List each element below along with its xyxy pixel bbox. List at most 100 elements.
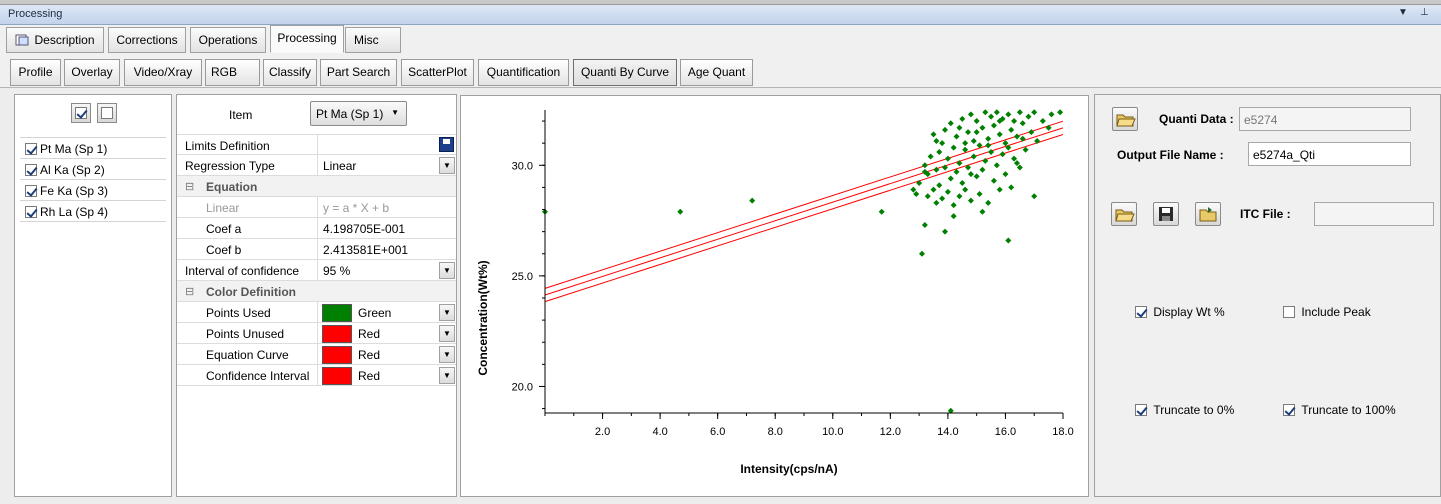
output-file-field[interactable]: e5274a_Qti <box>1248 142 1411 166</box>
classify-button[interactable]: Classify <box>263 59 317 86</box>
scatter-chart[interactable]: 2.0 4.0 6.0 8.0 10.0 12.0 14.0 16.0 18.0 20.0 25.0… <box>461 96 1088 496</box>
data-point <box>921 222 928 229</box>
data-point <box>956 124 963 131</box>
confidence-upper-line <box>544 120 1064 289</box>
list-item[interactable]: Al Ka (Sp 2) <box>20 159 166 180</box>
data-point <box>982 109 989 116</box>
include-peak-option[interactable]: Include Peak <box>1283 305 1371 319</box>
equation-group[interactable]: ⊟ Equation <box>177 176 456 197</box>
data-point <box>916 179 923 186</box>
equation-curve-row[interactable]: Equation Curve Red ▼ <box>177 344 456 365</box>
age-quant-button[interactable]: Age Quant <box>680 59 753 86</box>
collapse-icon[interactable]: ⊟ <box>185 181 195 193</box>
coef-b-row[interactable]: Coef b 2.413581E+001 <box>177 239 456 260</box>
color-swatch[interactable] <box>322 346 352 364</box>
chart-panel[interactable]: 2.0 4.0 6.0 8.0 10.0 12.0 14.0 16.0 18.0 20.0 25.0… <box>460 95 1089 497</box>
rgb-button[interactable]: RGB <box>205 59 260 86</box>
open-itc-button[interactable] <box>1111 202 1137 226</box>
tab-description[interactable]: Description <box>6 27 104 53</box>
chevron-down-icon[interactable]: ▼ <box>439 304 455 321</box>
scatterplot-button[interactable]: ScatterPlot <box>401 59 474 86</box>
data-point <box>1016 164 1023 171</box>
data-point <box>950 144 957 151</box>
item-select[interactable]: Pt Ma (Sp 1) ▼ <box>310 101 407 126</box>
data-point <box>999 151 1006 158</box>
interval-row[interactable]: Interval of confidence 95 % ▼ <box>177 260 456 281</box>
check-all-button[interactable] <box>71 103 91 123</box>
x-tick-label: 18.0 <box>1052 426 1073 438</box>
tab-processing[interactable]: Processing <box>270 25 344 53</box>
load-itc-button[interactable] <box>1195 202 1221 226</box>
quanti-by-curve-button[interactable]: Quanti By Curve <box>573 59 677 86</box>
regression-row[interactable]: Regression Type Linear ▼ <box>177 155 456 176</box>
data-point <box>979 124 986 131</box>
dropdown-icon[interactable]: ▼ <box>1398 7 1408 18</box>
data-point <box>967 111 974 118</box>
y-axis-label: Concentration(Wt%) <box>476 260 490 375</box>
chevron-down-icon[interactable]: ▼ <box>439 262 455 279</box>
truncate-0-checkbox[interactable] <box>1135 404 1147 416</box>
quanti-data-label: Quanti Data : <box>1159 112 1234 126</box>
chevron-down-icon[interactable]: ▼ <box>439 157 455 174</box>
x-tick-label: 4.0 <box>652 426 667 438</box>
save-itc-button[interactable] <box>1153 202 1179 226</box>
checked-icon <box>75 107 87 119</box>
chevron-down-icon[interactable]: ▼ <box>439 325 455 342</box>
profile-button[interactable]: Profile <box>10 59 61 86</box>
coef-a-row[interactable]: Coef a 4.198705E-001 <box>177 218 456 239</box>
y-tick-label: 30.0 <box>512 160 533 172</box>
tab-operations[interactable]: Operations <box>190 27 266 53</box>
color-swatch[interactable] <box>322 304 352 322</box>
element-checkbox[interactable] <box>25 206 37 218</box>
tab-corrections[interactable]: Corrections <box>108 27 186 53</box>
open-folder-button[interactable] <box>1112 107 1138 131</box>
data-point <box>1011 118 1018 125</box>
quanti-data-field[interactable]: e5274 <box>1239 107 1411 131</box>
x-tick-label: 8.0 <box>768 426 783 438</box>
confidence-interval-row[interactable]: Confidence Interval Red ▼ <box>177 365 456 386</box>
part-search-button[interactable]: Part Search <box>320 59 397 86</box>
color-swatch[interactable] <box>322 367 352 385</box>
x-tick-label: 16.0 <box>995 426 1016 438</box>
data-point <box>993 109 1000 116</box>
color-swatch[interactable] <box>322 325 352 343</box>
data-point <box>950 213 957 220</box>
element-checkbox[interactable] <box>25 143 37 155</box>
data-point <box>1019 135 1026 142</box>
eq-type-row: Linear y = a * X + b <box>177 197 456 218</box>
color-group[interactable]: ⊟ Color Definition <box>177 281 456 302</box>
data-point <box>749 197 756 204</box>
collapse-icon[interactable]: ⊟ <box>185 286 195 298</box>
points-unused-row[interactable]: Points Unused Red ▼ <box>177 323 456 344</box>
data-point <box>970 153 977 160</box>
list-item[interactable]: Rh La (Sp 4) <box>20 201 166 222</box>
data-point <box>979 208 986 215</box>
data-point <box>918 250 925 257</box>
truncate-0-option[interactable]: Truncate to 0% <box>1135 403 1234 417</box>
truncate-100-checkbox[interactable] <box>1283 404 1295 416</box>
save-icon[interactable] <box>439 137 454 152</box>
data-point <box>944 188 951 195</box>
x-tick-label: 12.0 <box>880 426 901 438</box>
list-item[interactable]: Pt Ma (Sp 1) <box>20 138 166 159</box>
display-wt-option[interactable]: Display Wt % <box>1135 305 1225 319</box>
chevron-down-icon[interactable]: ▼ <box>439 367 455 384</box>
points-used-row[interactable]: Points Used Green ▼ <box>177 302 456 323</box>
pin-icon[interactable]: ⊥ <box>1420 7 1429 18</box>
truncate-100-option[interactable]: Truncate to 100% <box>1283 403 1396 417</box>
list-item[interactable]: Fe Ka (Sp 3) <box>20 180 166 201</box>
overlay-button[interactable]: Overlay <box>64 59 120 86</box>
display-wt-checkbox[interactable] <box>1135 306 1147 318</box>
element-checkbox[interactable] <box>25 164 37 176</box>
tab-misc[interactable]: Misc <box>345 27 401 53</box>
itc-file-field[interactable] <box>1314 202 1434 226</box>
quantification-button[interactable]: Quantification <box>478 59 569 86</box>
limits-row[interactable]: Limits Definition <box>177 134 456 156</box>
include-peak-checkbox[interactable] <box>1283 306 1295 318</box>
element-checkbox[interactable] <box>25 185 37 197</box>
chevron-down-icon[interactable]: ▼ <box>439 346 455 363</box>
data-point <box>996 118 1003 125</box>
video-xray-button[interactable]: Video/Xray <box>124 59 202 86</box>
data-point <box>933 137 940 144</box>
uncheck-all-button[interactable] <box>97 103 117 123</box>
